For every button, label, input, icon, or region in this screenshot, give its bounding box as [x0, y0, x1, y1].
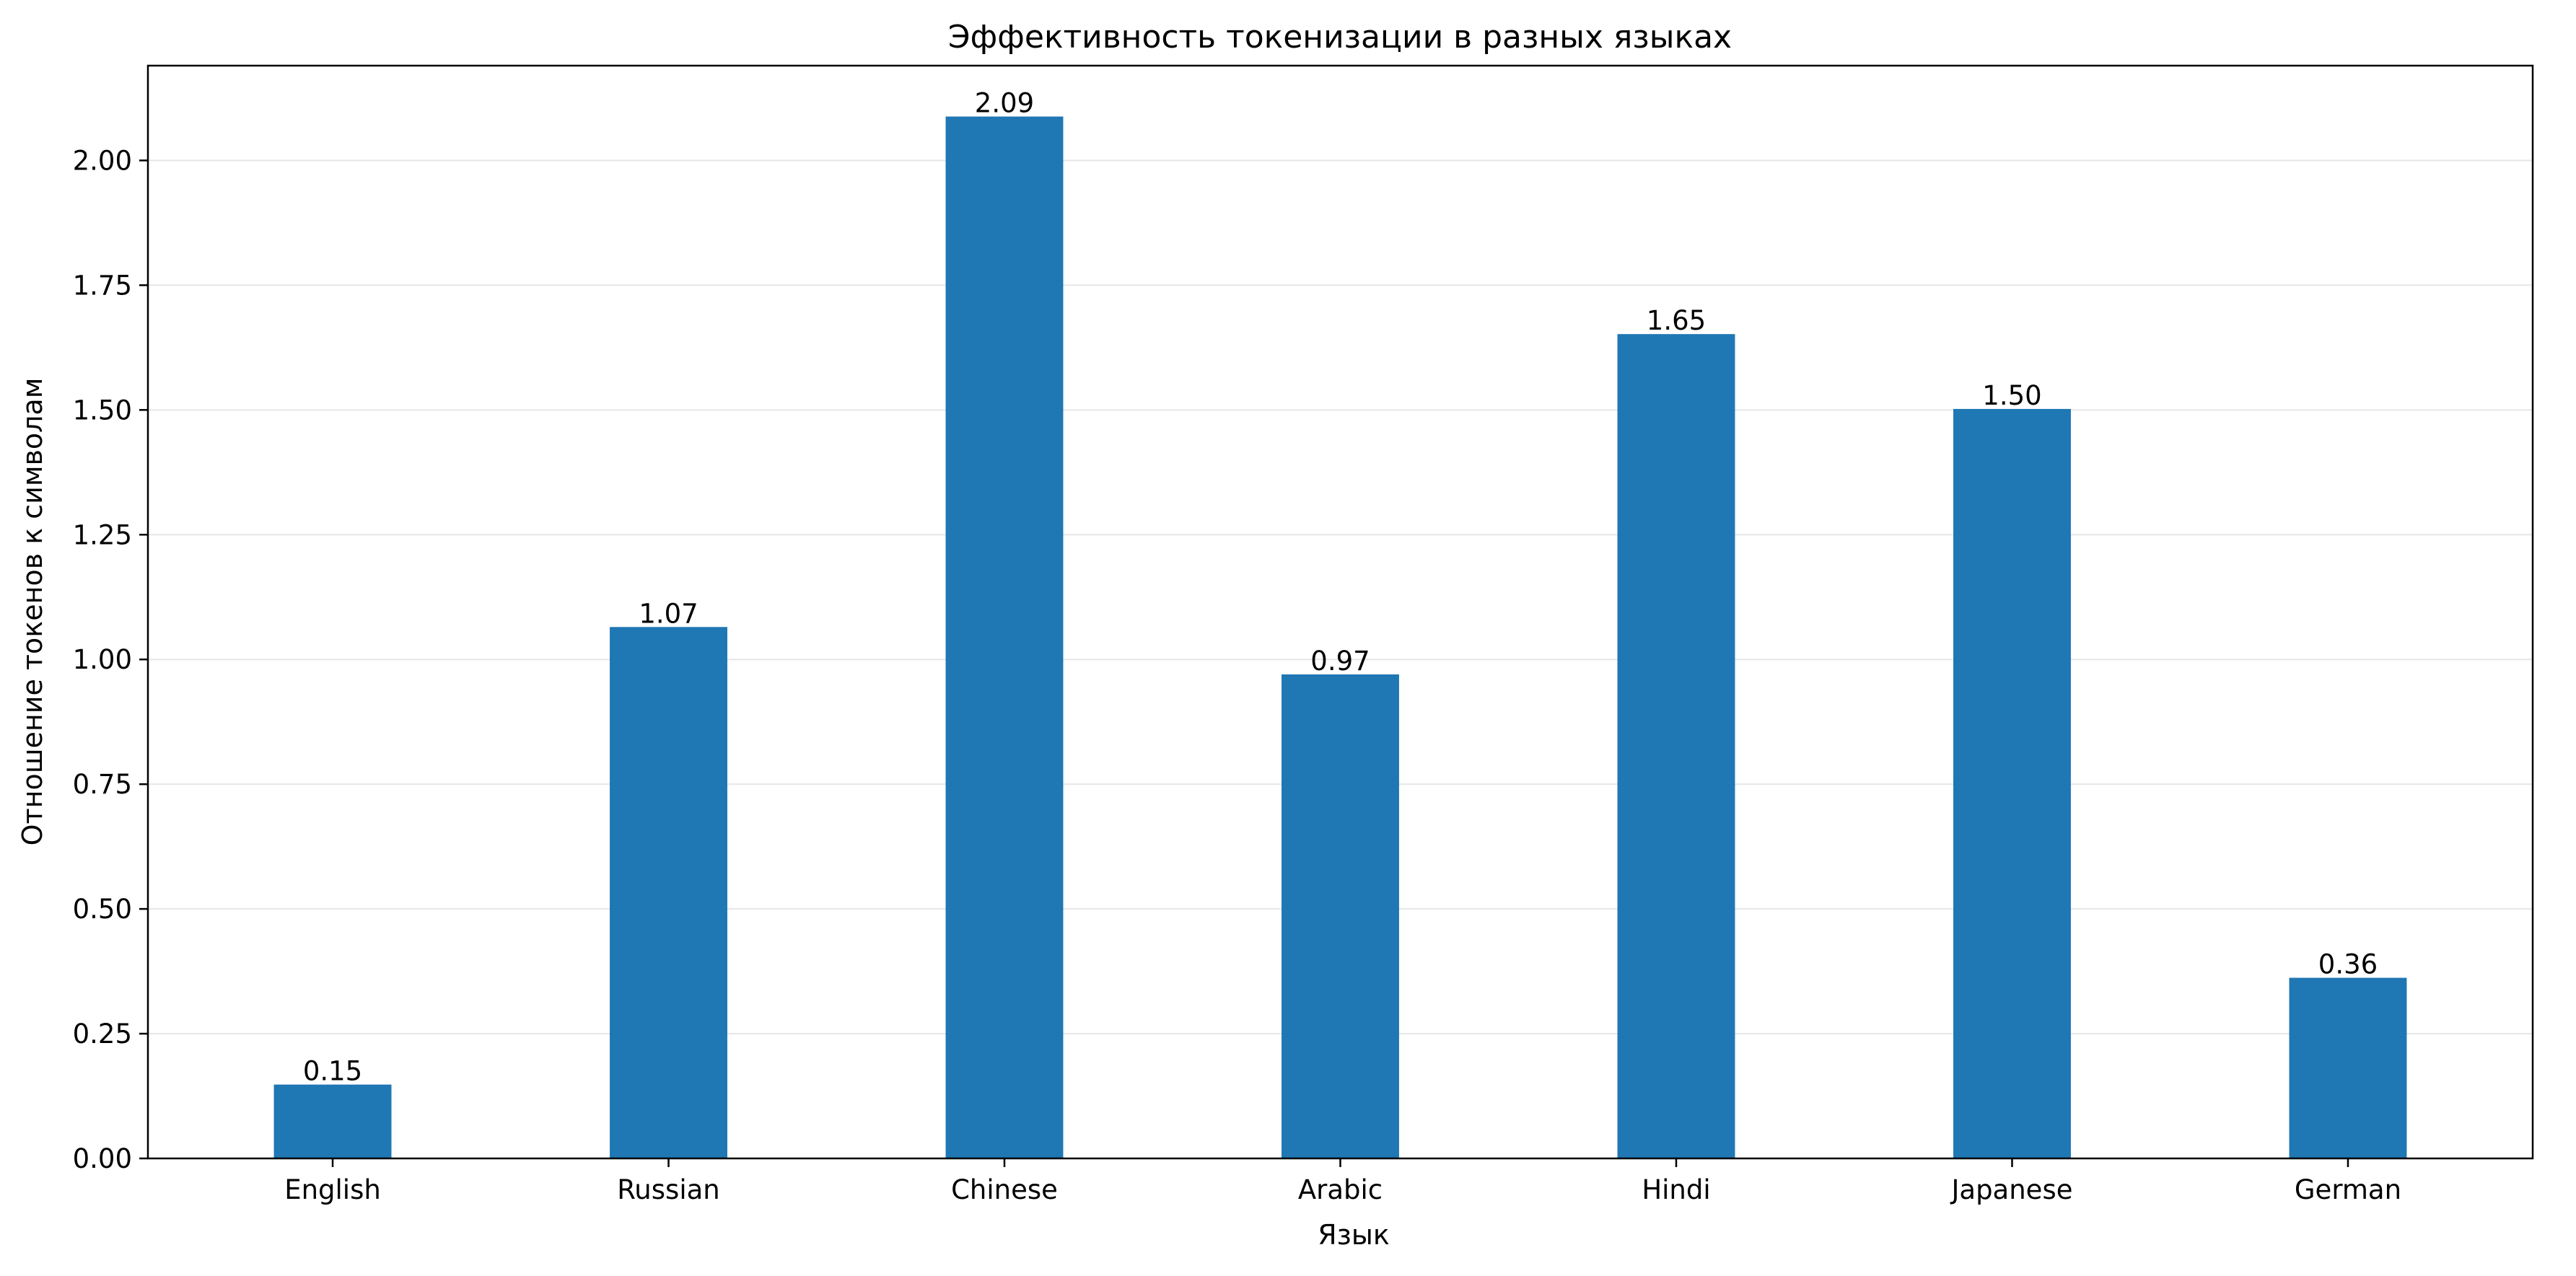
- bar-english: [273, 1084, 392, 1158]
- x-axis-ticks: English Russian Chinese Arabic Hindi Japanese…: [284, 1158, 2401, 1205]
- data-label-english: 0.15: [303, 1056, 362, 1087]
- y-tick-label: 0.75: [73, 769, 132, 800]
- data-label-japanese: 1.50: [1982, 380, 2041, 411]
- data-label-hindi: 1.65: [1647, 305, 1706, 336]
- bar-russian: [610, 627, 727, 1158]
- x-tick-label-japanese: Japanese: [1950, 1174, 2072, 1205]
- bar-chinese: [945, 116, 1064, 1158]
- y-tick-label: 0.50: [73, 894, 132, 925]
- data-label-german: 0.36: [2318, 949, 2378, 980]
- y-axis-ticks: 0.00 0.25 0.50 0.75 1.00 1.25 1.50 1.75 2.00: [73, 145, 148, 1174]
- y-tick-label: 1.25: [73, 519, 132, 550]
- x-tick-label-english: English: [284, 1174, 381, 1205]
- x-tick-label-russian: Russian: [617, 1174, 719, 1205]
- y-tick-label: 2.00: [73, 145, 132, 176]
- bar-hindi: [1617, 334, 1735, 1158]
- y-tick-label: 1.75: [73, 270, 132, 301]
- bar-japanese: [1953, 408, 2071, 1158]
- y-tick-label: 0.25: [73, 1018, 132, 1050]
- x-tick-label-hindi: Hindi: [1642, 1174, 1710, 1205]
- x-tick-label-arabic: Arabic: [1298, 1174, 1383, 1205]
- x-axis-label: Язык: [1318, 1219, 1390, 1251]
- data-label-arabic: 0.97: [1310, 646, 1370, 677]
- y-tick-label: 1.00: [73, 644, 132, 675]
- data-label-russian: 1.07: [639, 598, 698, 629]
- x-tick-label-german: German: [2295, 1174, 2401, 1205]
- x-tick-label-chinese: Chinese: [951, 1174, 1058, 1205]
- bar-arabic: [1282, 674, 1399, 1158]
- bar-german: [2289, 977, 2407, 1158]
- chart-title: Эффективность токенизации в разных языка…: [948, 19, 1732, 56]
- y-axis-label: Отношение токенов к символам: [17, 378, 48, 846]
- y-tick-label: 0.00: [73, 1143, 132, 1174]
- data-labels: 0.15 1.07 2.09 0.97 1.65 1.50 0.36: [303, 88, 2378, 1087]
- bars: [273, 116, 2407, 1158]
- data-label-chinese: 2.09: [975, 88, 1034, 119]
- y-tick-label: 1.50: [73, 395, 132, 426]
